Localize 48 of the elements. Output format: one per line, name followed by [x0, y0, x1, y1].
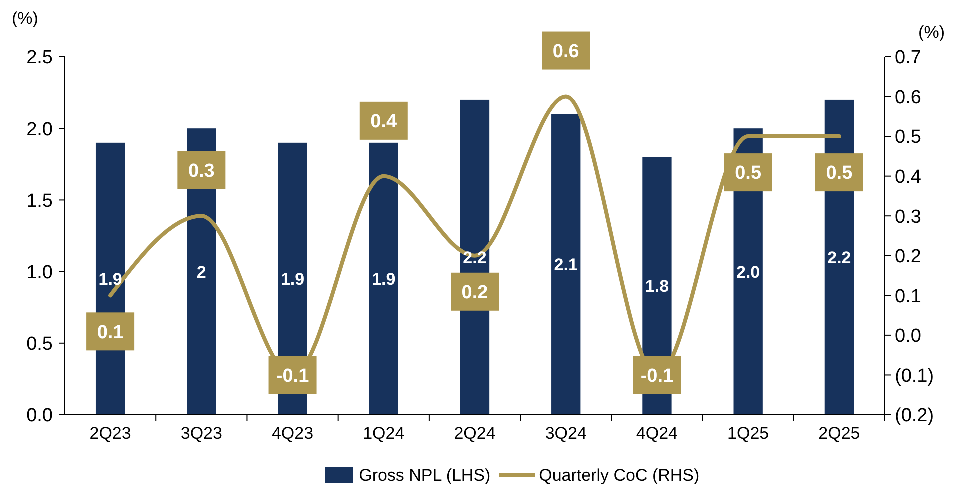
y2-tick-label: 0.2: [895, 246, 922, 268]
data-label: -0.1: [640, 366, 674, 387]
bar: [369, 142, 398, 415]
x-tick-label: 4Q24: [636, 424, 678, 443]
data-label: 2.0: [736, 262, 760, 282]
y-tick-label: 0.5: [26, 334, 53, 356]
legend-label: Gross NPL (LHS): [359, 466, 491, 485]
x-tick-label: 2Q24: [454, 424, 496, 443]
data-label: 2.1: [554, 256, 578, 275]
data-label: 0.6: [552, 41, 580, 62]
data-label: 1.9: [280, 270, 305, 289]
y-axis-title: (%): [12, 9, 38, 28]
data-label: 0.4: [370, 112, 398, 133]
y2-tick-label: 0.1: [895, 286, 922, 308]
y2-tick-label: (0.2): [895, 406, 934, 427]
bar: [552, 114, 581, 415]
y-tick-label: 1.0: [26, 262, 53, 284]
y2-tick-label: 0.7: [895, 48, 922, 69]
legend-label: Quarterly CoC (RHS): [539, 466, 700, 485]
x-tick-label: 1Q25: [728, 424, 770, 443]
x-tick-label: 4Q23: [272, 424, 314, 443]
y-tick-label: 2.5: [26, 48, 53, 69]
y2-tick-label: 0.6: [895, 87, 922, 108]
y2-axis-title: (%): [918, 23, 945, 42]
y2-tick-label: 0.0: [895, 326, 922, 348]
data-label: 1.8: [645, 277, 670, 296]
y2-tick-label: 0.3: [895, 206, 922, 228]
data-label: 0.1: [97, 322, 124, 344]
y2-tick-label: (0.1): [895, 366, 934, 387]
data-label: 1.9: [98, 270, 122, 289]
x-tick-label: 2Q25: [818, 424, 860, 443]
y2-tick-label: 0.5: [895, 127, 922, 148]
data-label: 0.5: [735, 163, 762, 184]
x-tick-label: 3Q23: [180, 424, 222, 443]
data-label: -0.1: [276, 366, 310, 387]
data-label: 1.9: [372, 270, 396, 289]
x-tick-label: 1Q24: [363, 424, 405, 443]
x-tick-label: 2Q23: [90, 424, 132, 443]
data-label: 0.5: [826, 163, 854, 184]
y-tick-label: 1.5: [26, 190, 53, 212]
data-label: 2.2: [828, 248, 852, 268]
y-tick-label: 0.0: [26, 406, 53, 427]
data-label: 0.2: [462, 282, 488, 304]
y-tick-label: 2.0: [26, 119, 53, 140]
y2-tick-label: 0.4: [895, 166, 922, 188]
data-label: 0.3: [188, 160, 215, 182]
data-label: 2: [196, 262, 206, 282]
x-tick-label: 3Q24: [545, 424, 587, 443]
